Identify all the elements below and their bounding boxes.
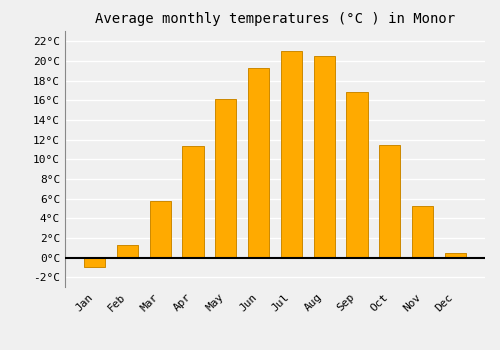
- Bar: [346, 92, 368, 258]
- Bar: [379, 145, 400, 258]
- Bar: [150, 201, 171, 258]
- Bar: [412, 206, 433, 258]
- Bar: [215, 99, 236, 258]
- Title: Average monthly temperatures (°C ) in Monor: Average monthly temperatures (°C ) in Mo…: [95, 12, 455, 26]
- Bar: [314, 56, 335, 258]
- Bar: [84, 258, 106, 267]
- Bar: [280, 51, 302, 258]
- Bar: [117, 245, 138, 258]
- Bar: [444, 253, 466, 258]
- Bar: [248, 68, 270, 258]
- Bar: [182, 146, 204, 258]
